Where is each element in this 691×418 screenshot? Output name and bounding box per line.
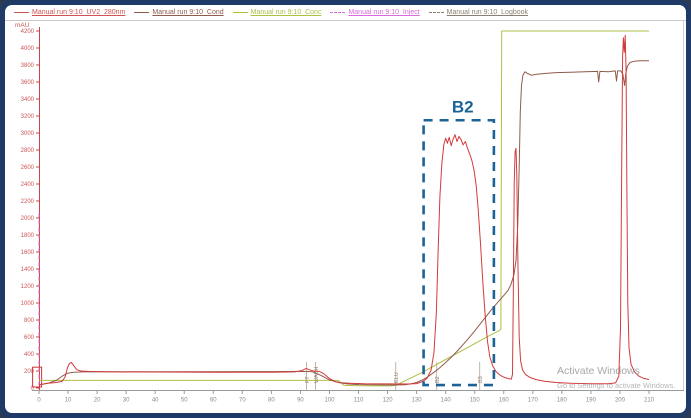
legend-label-conc: Manual run 9:10_Conc — [250, 9, 322, 16]
watermark-subtitle: Go to Settings to activate Windows. — [557, 381, 676, 390]
y-tick-label: 1600 — [21, 250, 35, 256]
y-tick-label: 1400 — [21, 267, 35, 273]
y-tick-label: 3200 — [21, 114, 35, 120]
x-tick-label: 40 — [152, 398, 159, 404]
series-cond — [38, 60, 649, 386]
activate-windows-watermark: Activate Windows Go to Settings to activ… — [557, 365, 675, 390]
x-tick-label: 80 — [268, 398, 275, 404]
x-tick-label: 200 — [615, 398, 626, 404]
y-tick-label: 2800 — [21, 148, 35, 154]
x-tick-label: 190 — [586, 398, 597, 404]
y-tick-label: 4000 — [21, 46, 35, 52]
x-tick-label: 120 — [383, 398, 394, 404]
y-tick-label: 3400 — [21, 97, 35, 103]
inject-line-sample-icon — [330, 12, 346, 13]
legend-item-cond[interactable]: Manual run 9:10_Cond — [134, 9, 224, 16]
x-tick-label: 50 — [181, 398, 188, 404]
x-tick-label: 100 — [324, 398, 335, 404]
x-tick-label: 20 — [94, 398, 101, 404]
y-tick-label: 800 — [24, 318, 35, 324]
legend-label-cond: Manual run 9:10_Cond — [152, 9, 224, 16]
legend-label-logbook: Manual run 9:10_Logbook — [446, 9, 529, 16]
x-tick-label: 10 — [65, 398, 72, 404]
legend-label-uv: Manual run 9:10_UV2_280nm — [32, 9, 126, 16]
y-tick-label: 1000 — [21, 301, 35, 307]
y-tick-label: 3000 — [21, 131, 35, 137]
logbook-mark-label: FT — [305, 376, 311, 383]
y-tick-label: 600 — [24, 335, 35, 341]
y-axis-unit: mAU — [15, 22, 30, 29]
legend-item-inject[interactable]: Manual run 9:10_Inject — [330, 9, 420, 16]
y-tick-label: 2600 — [21, 165, 35, 171]
x-tick-label: 60 — [210, 398, 217, 404]
series-conc — [39, 30, 649, 387]
x-tick-label: 210 — [644, 398, 655, 404]
y-tick-label: 4200 — [21, 29, 35, 35]
conc-line-sample-icon — [232, 12, 248, 13]
y-tick-label: 200 — [24, 369, 35, 375]
logbook-mark-label: WASH — [314, 367, 320, 383]
x-tick-label: 90 — [297, 398, 304, 404]
x-tick-label: 30 — [123, 398, 130, 404]
watermark-title: Activate Windows — [557, 365, 640, 377]
y-tick-label: 2400 — [21, 182, 35, 188]
x-tick-label: 160 — [499, 398, 510, 404]
b2-annotation-box — [422, 118, 496, 387]
y-tick-label: 2200 — [21, 199, 35, 205]
x-tick-label: 170 — [528, 398, 539, 404]
y-tick-label: 400 — [24, 352, 35, 358]
legend-item-conc[interactable]: Manual run 9:10_Conc — [232, 9, 322, 16]
y-tick-label: 3800 — [21, 63, 35, 69]
x-tick-label: 0 — [37, 398, 41, 404]
chromatogram-panel: Manual run 9:10_UV2_280nm Manual run 9:1… — [5, 5, 686, 413]
x-tick-label: 130 — [412, 398, 423, 404]
logbook-mark-label: B3 — [478, 376, 484, 383]
legend-item-logbook[interactable]: Manual run 9:10_Logbook — [428, 9, 529, 16]
chromatogram-plot: 0 10 20 30 40 50 60 70 80 90 100 110 120 130 140 150 160… — [21, 21, 684, 404]
series-uv2_280nm — [38, 34, 650, 386]
y-tick-label: 1800 — [21, 233, 35, 239]
y-tick-label: 2000 — [21, 216, 35, 222]
y-tick-label: 3600 — [21, 80, 35, 86]
cond-line-sample-icon — [134, 12, 150, 13]
y-tick-label: 0 — [31, 386, 35, 392]
legend: Manual run 9:10_UV2_280nm Manual run 9:1… — [5, 5, 686, 21]
x-tick-label: 150 — [470, 398, 481, 404]
logbook-mark-label: B2 — [435, 376, 441, 383]
b2-annotation-label: B2 — [452, 97, 474, 116]
x-tick-label: 180 — [557, 398, 568, 404]
y-tick-label: 1200 — [21, 284, 35, 290]
uv-line-sample-icon — [14, 12, 29, 13]
x-tick-label: 110 — [354, 398, 364, 404]
logbook-mark-label: ELU — [394, 372, 400, 383]
logbook-line-sample-icon — [428, 12, 444, 13]
x-tick-label: 70 — [239, 398, 246, 404]
legend-label-inject: Manual run 9:10_Inject — [348, 9, 420, 16]
injection-marker-box — [32, 366, 43, 388]
legend-item-uv[interactable]: Manual run 9:10_UV2_280nm — [14, 9, 125, 16]
x-tick-label: 140 — [441, 398, 452, 404]
